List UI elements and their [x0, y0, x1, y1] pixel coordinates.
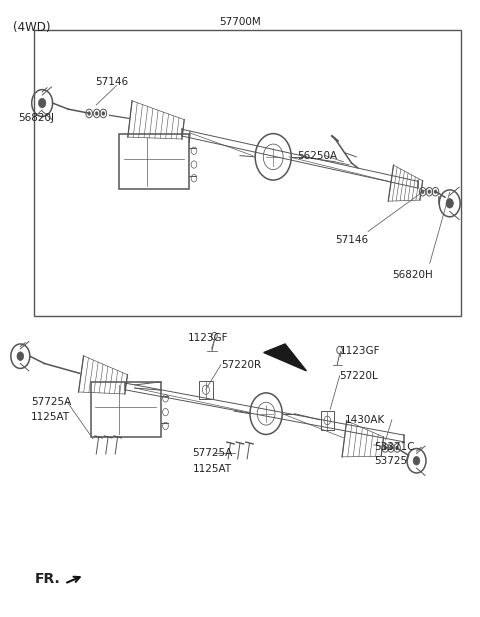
Circle shape — [396, 445, 399, 450]
Polygon shape — [264, 344, 306, 371]
Text: 56820H: 56820H — [392, 270, 432, 280]
Text: 57220R: 57220R — [221, 360, 261, 370]
Text: 56820J: 56820J — [18, 113, 54, 123]
Circle shape — [421, 189, 424, 194]
Circle shape — [384, 445, 387, 450]
Text: (4WD): (4WD) — [13, 21, 51, 34]
Circle shape — [446, 199, 453, 208]
Bar — [91, 382, 161, 437]
Text: 57700M: 57700M — [219, 17, 261, 27]
Text: 1125AT: 1125AT — [31, 412, 71, 423]
Text: 57220L: 57220L — [340, 371, 378, 381]
Text: 1125AT: 1125AT — [192, 464, 232, 474]
Text: 57146: 57146 — [335, 235, 368, 245]
Circle shape — [428, 189, 431, 194]
Text: 57146: 57146 — [96, 77, 129, 87]
Bar — [119, 135, 189, 189]
Bar — [34, 30, 461, 316]
Bar — [199, 381, 213, 399]
Text: 53725: 53725 — [374, 457, 407, 466]
Bar — [321, 411, 334, 429]
Circle shape — [389, 445, 393, 450]
Circle shape — [87, 111, 91, 115]
Circle shape — [434, 189, 437, 194]
Circle shape — [102, 111, 105, 115]
Circle shape — [17, 352, 24, 360]
Text: 57725A: 57725A — [31, 397, 72, 407]
Text: 1123GF: 1123GF — [340, 346, 380, 356]
Text: 53371C: 53371C — [374, 442, 414, 452]
Circle shape — [95, 111, 98, 115]
Circle shape — [38, 98, 46, 108]
Text: 1430AK: 1430AK — [344, 415, 384, 424]
Text: 1123GF: 1123GF — [188, 333, 228, 343]
Text: FR.: FR. — [35, 572, 61, 586]
Text: 56250A: 56250A — [297, 151, 337, 160]
Circle shape — [413, 457, 420, 465]
Text: 57725A: 57725A — [192, 449, 233, 458]
